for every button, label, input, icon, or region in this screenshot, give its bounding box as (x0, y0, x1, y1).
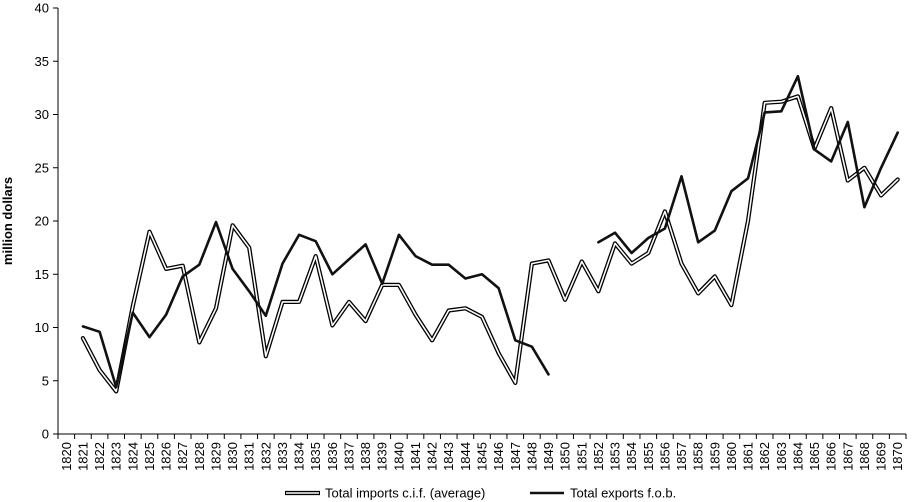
x-tick-label: 1823 (109, 442, 124, 471)
x-tick-label: 1864 (790, 442, 805, 471)
x-tick-label: 1859 (707, 442, 722, 471)
x-tick-label: 1843 (441, 442, 456, 471)
x-tick-label: 1848 (524, 442, 539, 471)
x-tick-label: 1840 (391, 442, 406, 471)
x-tick-label: 1824 (125, 442, 140, 471)
x-tick-label: 1852 (591, 442, 606, 471)
x-tick-label: 1860 (724, 442, 739, 471)
x-tick-label: 1832 (258, 442, 273, 471)
legend-label-exports: Total exports f.o.b. (570, 486, 676, 501)
x-tick-label: 1850 (558, 442, 573, 471)
x-tick-label: 1854 (624, 442, 639, 471)
series-line-inner (82, 95, 899, 393)
x-tick-label: 1838 (358, 442, 373, 471)
x-tick-label: 1863 (774, 442, 789, 471)
x-tick-label: 1853 (608, 442, 623, 471)
x-tick-label: 1862 (757, 442, 772, 471)
x-tick-label: 1858 (691, 442, 706, 471)
x-tick-label: 1842 (425, 442, 440, 471)
x-tick-label: 1827 (175, 442, 190, 471)
series-line (81, 220, 550, 389)
x-tick-label: 1829 (208, 442, 223, 471)
x-tick-label: 1861 (741, 442, 756, 471)
x-tick-label: 1835 (308, 442, 323, 471)
x-tick-label: 1826 (159, 442, 174, 471)
y-axis-title: million dollars (0, 177, 15, 265)
x-tick-label: 1837 (341, 442, 356, 471)
x-tick-label: 1839 (375, 442, 390, 471)
x-tick-label: 1865 (807, 442, 822, 471)
x-tick-label: 1869 (874, 442, 889, 471)
x-tick-label: 1868 (857, 442, 872, 471)
x-tick-label: 1831 (242, 442, 257, 471)
legend-label-imports: Total imports c.i.f. (average) (325, 486, 485, 501)
x-tick-label: 1834 (292, 442, 307, 471)
x-tick-label: 1825 (142, 442, 157, 471)
series-1 (80, 94, 900, 394)
y-tick-label: 15 (35, 267, 49, 282)
series-2 (81, 74, 900, 389)
series-line-outer (80, 94, 900, 394)
x-tick-label: 1844 (458, 442, 473, 471)
y-tick-label: 0 (42, 427, 49, 442)
y-tick-label: 35 (35, 54, 49, 69)
series-line (597, 74, 900, 255)
legend: Total imports c.i.f. (average) Total expo… (285, 486, 676, 501)
x-tick-label: 1866 (824, 442, 839, 471)
x-tick-label: 1851 (574, 442, 589, 471)
x-tick-label: 1870 (890, 442, 905, 471)
series-layer (80, 74, 900, 394)
x-tick-label: 1830 (225, 442, 240, 471)
x-tick-label: 1857 (674, 442, 689, 471)
x-tick-label: 1846 (491, 442, 506, 471)
y-tick-label: 5 (42, 373, 49, 388)
x-tick-label: 1822 (92, 442, 107, 471)
y-tick-label: 10 (35, 320, 49, 335)
y-tick-label: 20 (35, 214, 49, 229)
x-tick-label: 1821 (75, 442, 90, 471)
x-tick-label: 1841 (408, 442, 423, 471)
y-tick-label: 25 (35, 160, 49, 175)
y-tick-label: 40 (35, 1, 49, 16)
x-tick-label: 1856 (657, 442, 672, 471)
x-tick-label: 1828 (192, 442, 207, 471)
x-tick-label: 1847 (508, 442, 523, 471)
y-tick-label: 30 (35, 107, 49, 122)
x-tick-label: 1820 (59, 442, 74, 471)
x-tick-label: 1867 (840, 442, 855, 471)
x-tick-label: 1836 (325, 442, 340, 471)
x-tick-label: 1845 (475, 442, 490, 471)
x-tick-label: 1833 (275, 442, 290, 471)
x-tick-label: 1849 (541, 442, 556, 471)
x-tick-label: 1855 (641, 442, 656, 471)
